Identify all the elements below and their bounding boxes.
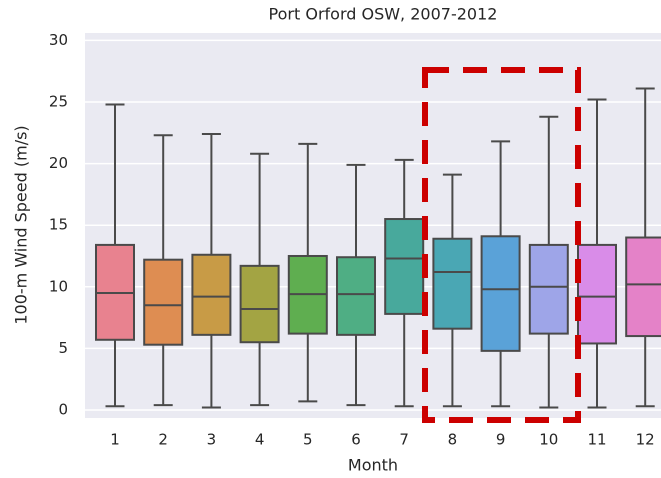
- box: [528, 243, 569, 335]
- box: [239, 264, 280, 344]
- x-tick-label: 12: [636, 431, 655, 449]
- chart-title: Port Orford OSW, 2007-2012: [269, 5, 498, 24]
- box: [143, 258, 184, 346]
- y-tick-label: 15: [49, 216, 68, 234]
- y-tick-label: 0: [58, 400, 68, 418]
- box: [625, 236, 661, 338]
- x-tick-label: 5: [303, 431, 313, 449]
- x-axis-label: Month: [348, 456, 398, 475]
- x-tick-label: 4: [255, 431, 265, 449]
- box: [336, 256, 376, 336]
- x-tick-label: 3: [207, 431, 217, 449]
- x-tick-label: 2: [158, 431, 168, 449]
- box: [432, 237, 473, 330]
- x-tick-label: 7: [399, 431, 409, 449]
- x-tick-label: 10: [539, 431, 558, 449]
- x-tick-label: 9: [496, 431, 506, 449]
- x-tick-label: 6: [351, 431, 361, 449]
- box: [384, 218, 425, 315]
- y-tick-label: 25: [49, 92, 68, 110]
- y-tick-label: 20: [49, 154, 68, 172]
- highlight-box: [422, 67, 581, 423]
- x-tick-label: 11: [587, 431, 606, 449]
- x-tick-label: 8: [448, 431, 458, 449]
- y-tick-label: 5: [58, 339, 68, 357]
- marks: [95, 87, 661, 409]
- y-tick-label: 10: [49, 277, 68, 295]
- y-axis-label: 100-m Wind Speed (m/s): [12, 125, 31, 324]
- box: [191, 253, 232, 336]
- y-tick-label: 30: [49, 31, 68, 49]
- box: [480, 235, 521, 352]
- box: [577, 243, 617, 345]
- x-tick-label: 1: [110, 431, 120, 449]
